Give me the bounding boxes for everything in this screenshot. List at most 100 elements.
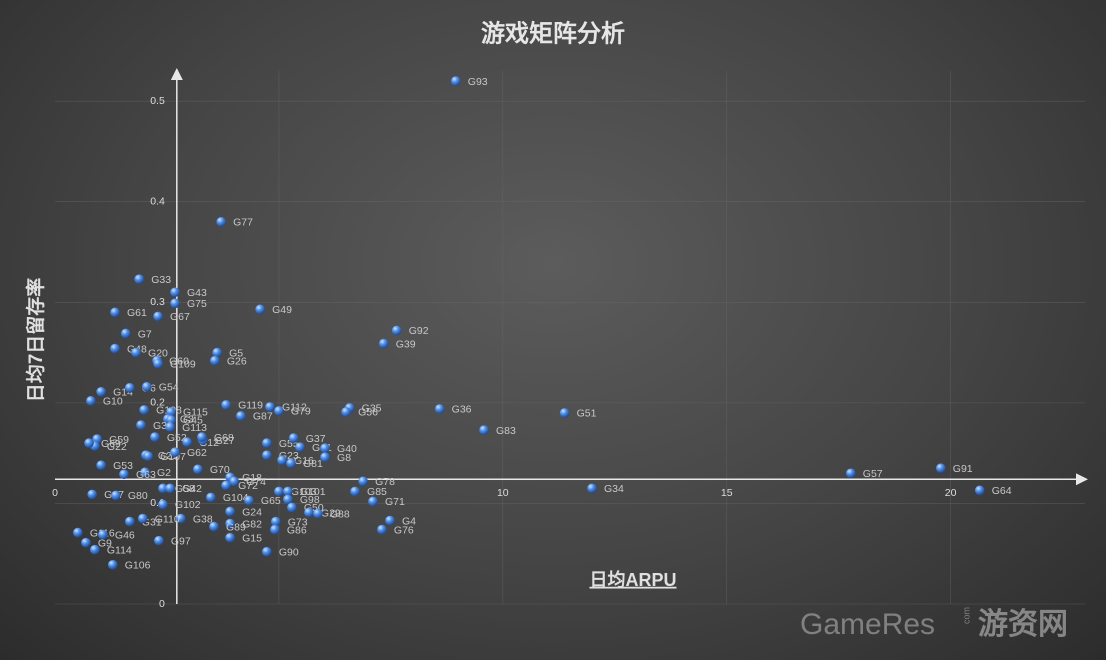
point <box>140 467 150 478</box>
point-label: G88 <box>330 508 350 520</box>
point-label: G7 <box>138 328 152 340</box>
point-label: G82 <box>242 518 262 530</box>
point-label: G115 <box>183 407 208 419</box>
x-axis-title: 日均ARPU <box>589 569 676 590</box>
point <box>304 507 314 518</box>
point <box>225 506 235 517</box>
point <box>84 438 94 448</box>
x-tick-label: 15 <box>721 487 733 499</box>
point <box>288 433 299 443</box>
point <box>193 464 203 475</box>
point-label: G59 <box>109 434 129 446</box>
point-label: G37 <box>306 433 326 445</box>
point <box>165 422 175 432</box>
point <box>320 443 330 453</box>
point <box>434 404 445 414</box>
point-label: G22 <box>107 441 127 453</box>
watermark-suffix: com <box>961 607 971 624</box>
point-label: G29 <box>321 507 341 519</box>
point-label: G106 <box>125 560 151 572</box>
chart-title: 游戏矩阵分析 <box>481 19 625 47</box>
point-label: G69 <box>101 438 121 450</box>
point-label: G101 <box>300 486 326 498</box>
point-label: G90 <box>279 546 299 558</box>
point-label: G86 <box>287 524 307 536</box>
point-label: G53 <box>113 460 133 472</box>
y-axis-title: 日均7日留存率 <box>24 278 47 403</box>
point <box>153 358 163 369</box>
point-label: G81 <box>303 458 323 470</box>
y-tick-label: 0.4 <box>150 196 165 208</box>
point <box>136 420 146 430</box>
point-label: G60 <box>169 355 189 367</box>
point <box>270 524 280 535</box>
point <box>110 307 120 318</box>
point <box>165 483 175 494</box>
point-label: G54 <box>159 382 179 394</box>
point-label: G110 <box>155 513 180 525</box>
point-label: G113 <box>182 422 207 434</box>
point <box>143 451 153 461</box>
point-label: G9 <box>98 537 112 549</box>
point <box>283 486 293 497</box>
point-label: G45 <box>183 415 203 427</box>
point <box>176 513 186 524</box>
point-label: G16 <box>294 455 314 467</box>
point-label: G78 <box>375 476 395 488</box>
point-label: G104 <box>223 492 249 504</box>
point <box>142 381 152 392</box>
point <box>221 480 231 491</box>
point-label: G35 <box>362 403 382 415</box>
point <box>170 287 180 298</box>
point <box>221 400 231 410</box>
point <box>96 460 106 471</box>
point <box>283 494 293 505</box>
point <box>229 476 239 487</box>
point-label: G63 <box>136 469 156 481</box>
point-label: G98 <box>300 494 320 506</box>
point <box>111 490 121 501</box>
point <box>158 499 168 510</box>
point <box>120 328 131 339</box>
point <box>295 442 305 452</box>
point <box>212 347 222 358</box>
point-label: G73 <box>288 516 308 528</box>
point <box>197 432 207 442</box>
point <box>86 396 96 406</box>
watermark-cn: 游资网 <box>978 608 1068 641</box>
point <box>131 347 141 358</box>
watermark-brand: GameRes <box>800 608 935 641</box>
point-label: G39 <box>396 338 416 350</box>
point-label: G72 <box>238 480 258 492</box>
point <box>225 518 235 529</box>
point-label: G8 <box>337 452 351 464</box>
point <box>182 437 192 447</box>
point-label: G93 <box>468 76 488 88</box>
point <box>287 502 297 513</box>
point-label: G36 <box>452 404 472 416</box>
point <box>274 406 284 416</box>
point <box>119 469 129 480</box>
point-label: G52 <box>167 432 187 444</box>
point <box>974 485 985 496</box>
point <box>209 521 219 532</box>
point <box>385 515 395 526</box>
point <box>936 463 946 474</box>
point <box>166 415 176 425</box>
point-label: G91 <box>953 463 973 475</box>
x-tick-label: 20 <box>945 487 957 499</box>
y-tick-label: 0 <box>159 598 165 610</box>
point-label: G85 <box>367 486 387 498</box>
point-label: G107 <box>160 451 186 463</box>
point <box>277 455 287 465</box>
point <box>368 496 378 507</box>
point-label: G38 <box>193 513 213 525</box>
point-label: G70 <box>210 464 230 476</box>
point-label: G34 <box>604 483 624 495</box>
point-label: G103 <box>291 486 317 498</box>
point <box>87 489 97 500</box>
point-label: G10 <box>103 396 123 408</box>
point <box>107 559 118 570</box>
point-label: G80 <box>128 490 148 502</box>
point <box>559 408 570 418</box>
